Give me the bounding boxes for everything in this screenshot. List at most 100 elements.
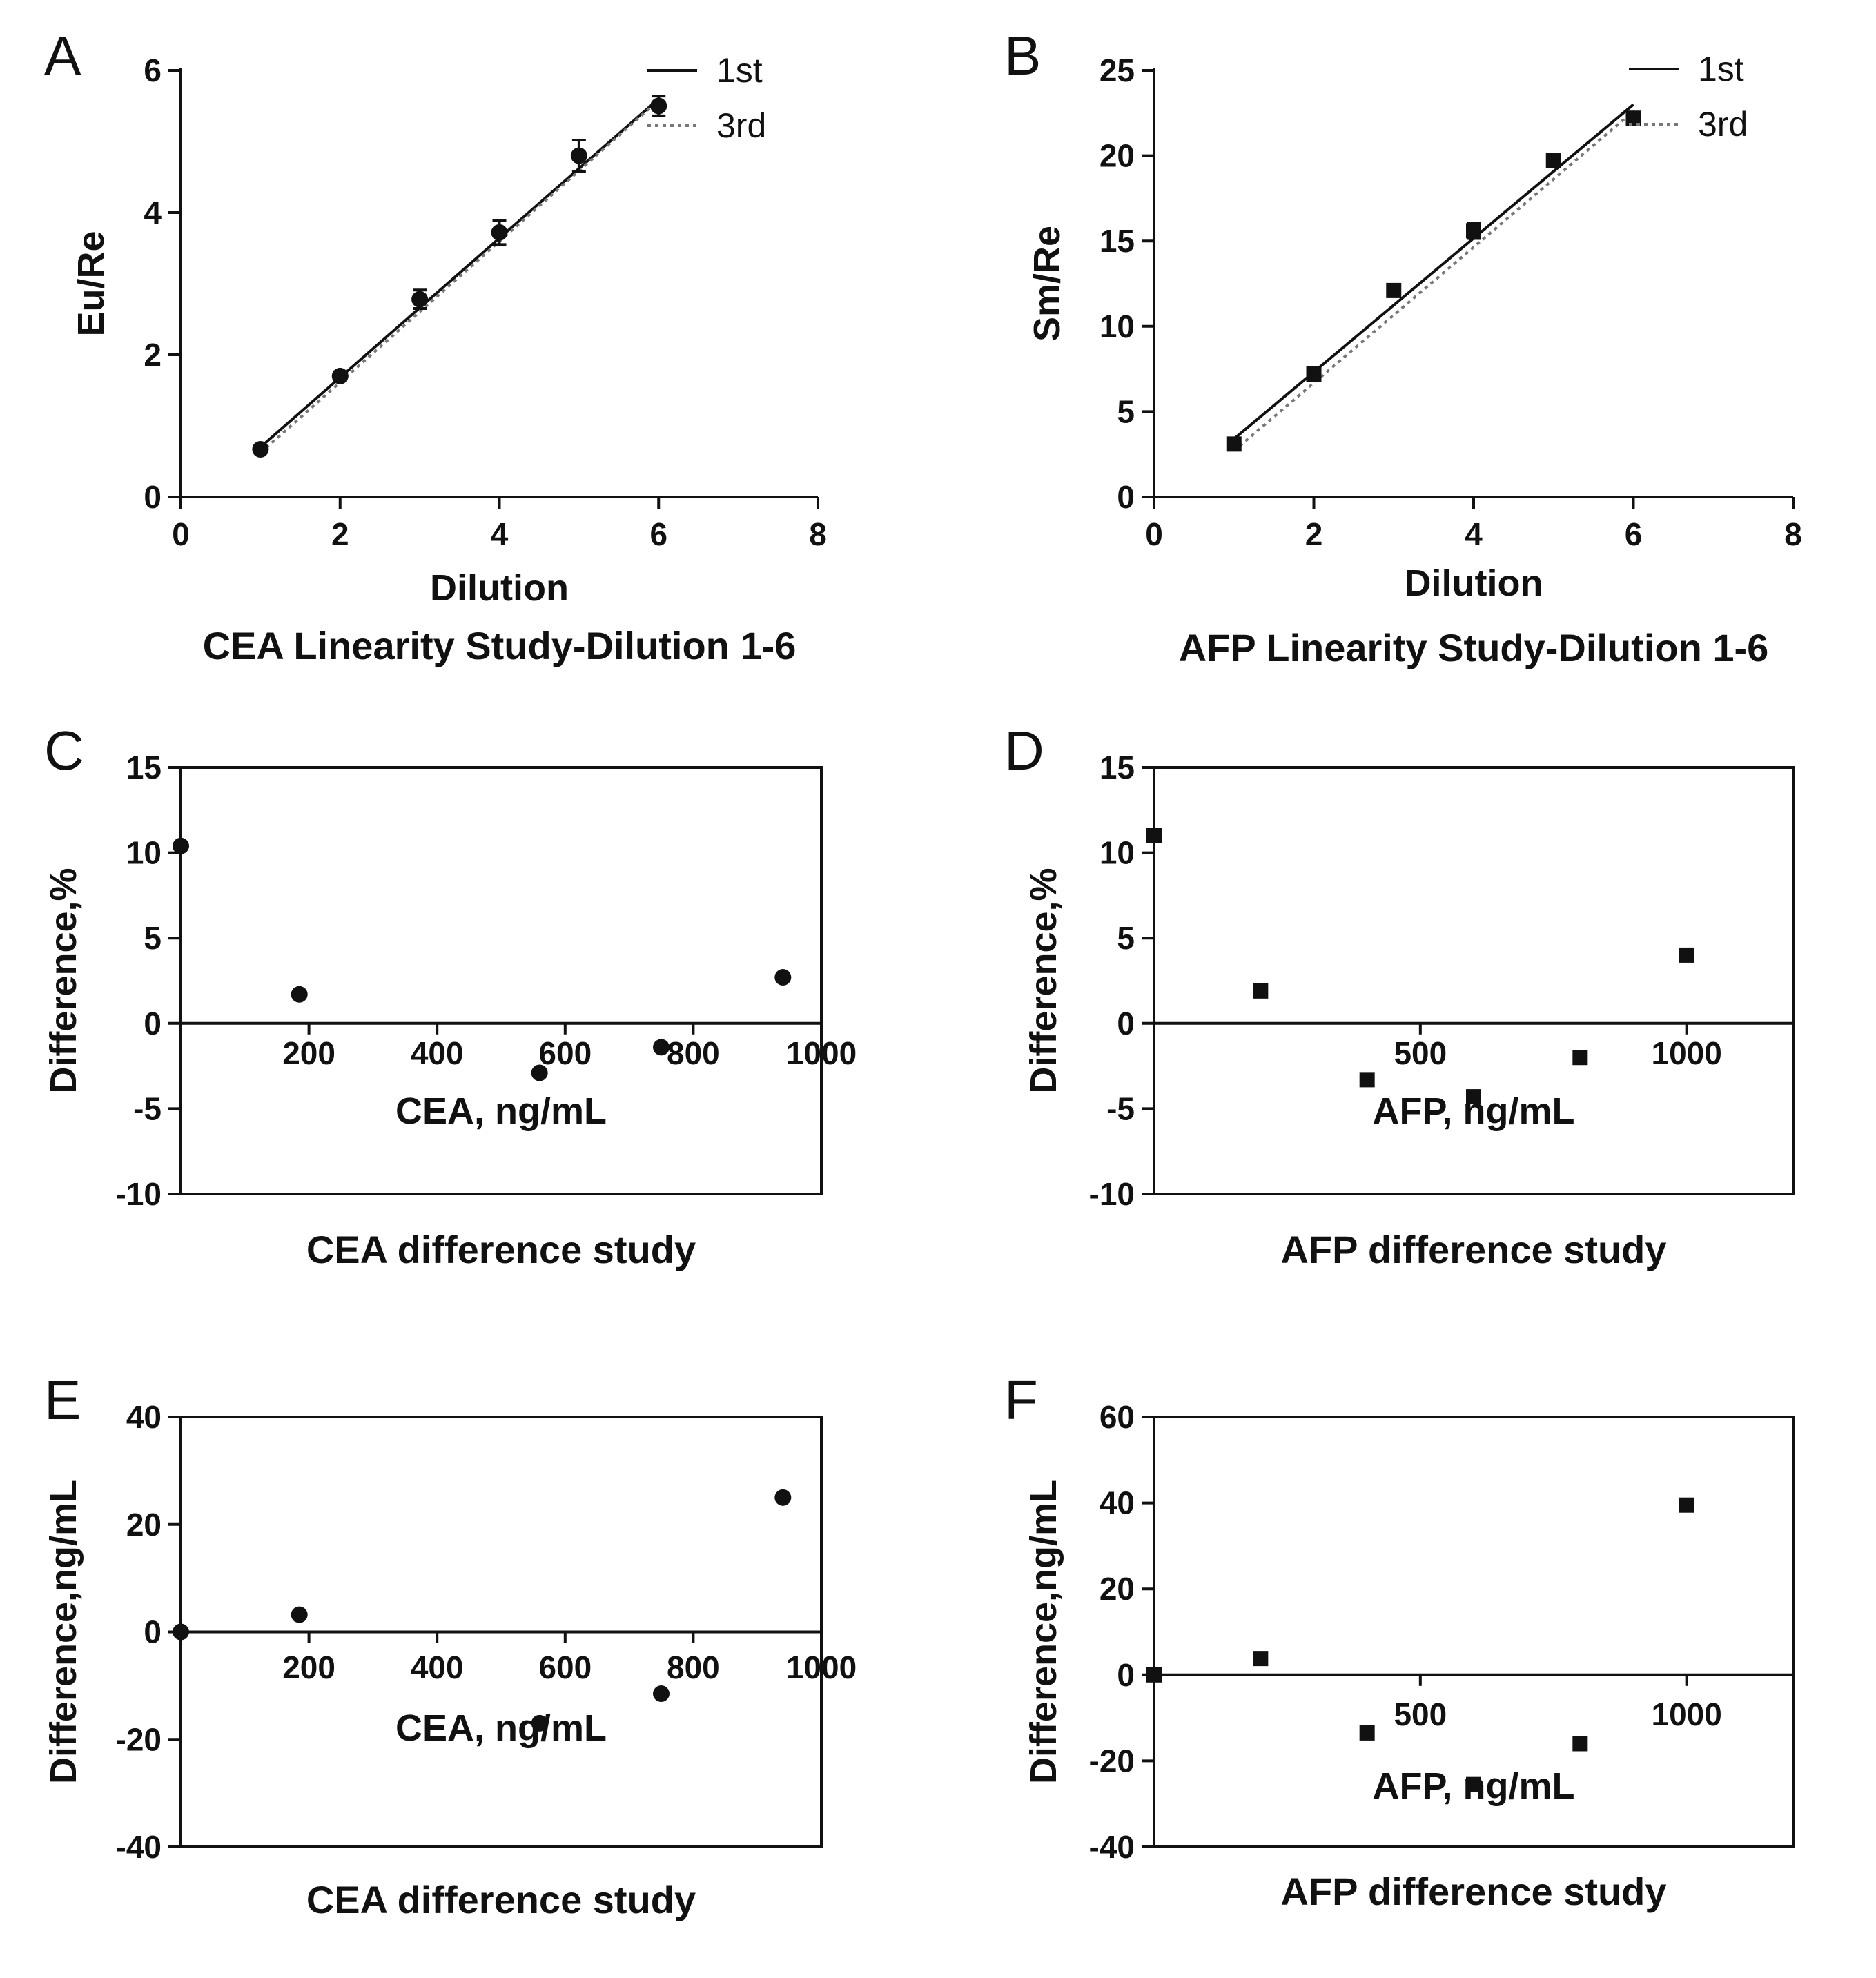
panel-letter: D [1004,720,1044,781]
x-tick-label: 0 [172,516,190,552]
y-tick-label: 5 [144,920,162,956]
data-point [570,147,587,164]
x-tick-label: 4 [491,516,509,552]
data-point [531,1714,548,1732]
y-tick-label: 5 [1117,393,1135,429]
data-point [774,1489,792,1506]
data-point [1253,1651,1269,1667]
data-point [291,986,308,1003]
x-tick-label: 500 [1394,1696,1447,1732]
data-point [291,1606,308,1623]
data-point [653,1685,670,1703]
x-tick-label: 4 [1465,516,1483,552]
y-tick-label: 20 [1100,1571,1135,1607]
chart-panel-b: B 0 5 10 15 20 25 0 2 4 6 8 Sm/Re Dilution AFP Lineari… [1004,25,1802,669]
x-tick-label: 1000 [1651,1035,1721,1071]
y-axis-label: Eu/Re [70,231,112,336]
y-axis-label: Difference,% [1023,868,1064,1093]
data-point [1625,110,1641,126]
x-tick-label: 600 [538,1649,592,1685]
y-axis-label: Difference,% [43,868,84,1093]
data-point [1545,153,1561,169]
data-point [252,440,269,458]
y-tick-label: 5 [1117,920,1135,956]
x-axis-label: CEA, ng/mL [395,1707,607,1749]
y-tick-label: -40 [116,1829,162,1865]
x-tick-label: 1000 [1651,1696,1721,1732]
panel-caption: AFP difference study [1280,1870,1666,1913]
y-tick-label: 15 [126,750,162,785]
x-tick-label: 6 [1625,516,1643,552]
plot-frame [1153,1416,1795,1848]
x-tick-label: 200 [282,1035,335,1071]
y-tick-label: -10 [1089,1176,1135,1212]
y-tick-label: 0 [144,479,162,515]
data-point [1466,1776,1481,1792]
y-tick-label: -20 [116,1721,162,1757]
x-tick-label: 500 [1394,1035,1447,1071]
data-point [1226,436,1242,452]
x-tick-label: 8 [809,516,827,552]
data-point [1359,1072,1375,1088]
y-tick-label: 4 [144,195,162,231]
chart-panel-a: A 0 2 4 6 0 2 4 6 8 Eu/Re Dilution CEA Linearity Stu… [44,25,827,667]
data-point [1679,947,1694,963]
panel-letter: C [44,720,84,781]
y-tick-label: 10 [126,835,162,871]
y-tick-label: -40 [1089,1829,1135,1865]
y-tick-label: 20 [1100,138,1135,174]
data-point [1572,1050,1588,1066]
x-tick-label: 800 [667,1649,720,1685]
data-point [1253,983,1269,999]
data-point [1572,1736,1588,1752]
data-point [1386,282,1402,298]
y-tick-label: 40 [126,1399,162,1435]
fit-line-3rd [260,99,660,454]
x-axis-label: Dilution [1405,562,1543,604]
chart-panel-c: C -10 -5 0 5 10 15 200 400 600 800 1000 Difference,%… [43,720,857,1271]
data-point [1466,1089,1481,1105]
x-tick-label: 1000 [786,1649,857,1685]
y-tick-label: 10 [1100,835,1135,871]
y-tick-label: -10 [116,1176,162,1212]
data-point [1306,366,1322,382]
y-tick-label: 6 [144,52,162,88]
panel-caption: CEA difference study [306,1228,696,1271]
y-tick-label: 0 [1117,1006,1135,1041]
y-tick-label: 15 [1100,223,1135,259]
y-tick-label: 0 [1117,479,1135,515]
data-point [1146,828,1162,843]
x-tick-label: 1000 [786,1035,857,1071]
x-tick-label: 8 [1784,516,1802,552]
y-tick-label: 10 [1100,309,1135,344]
y-tick-label: 0 [144,1614,162,1650]
data-point [331,367,349,384]
panel-letter: E [44,1369,81,1431]
x-tick-label: 0 [1145,516,1163,552]
x-tick-label: 200 [282,1649,335,1685]
panel-letter: F [1004,1369,1038,1431]
y-tick-label: 20 [126,1507,162,1543]
y-tick-label: 40 [1100,1485,1135,1521]
x-axis-label: Dilution [430,567,569,609]
y-tick-label: -5 [1106,1090,1135,1126]
legend-entry: 1st [716,51,763,90]
data-point [653,1039,670,1056]
x-tick-label: 400 [411,1035,464,1071]
panel-caption: AFP difference study [1280,1228,1666,1271]
plot-frame [179,766,823,1195]
panel-letter: A [44,25,81,86]
data-point [411,291,429,308]
y-tick-label: 60 [1100,1399,1135,1435]
data-point [650,97,667,115]
x-tick-label: 2 [331,516,349,552]
panel-letter: B [1004,25,1041,86]
y-tick-label: 25 [1100,52,1135,88]
legend-entry: 3rd [1698,105,1748,144]
chart-panel-e: E -40 -20 0 20 40 200 400 600 800 1000 Difference,n… [43,1369,857,1921]
data-point [1146,1667,1162,1683]
data-point [173,1623,189,1641]
data-point [173,837,189,854]
panel-caption: CEA difference study [306,1878,696,1921]
